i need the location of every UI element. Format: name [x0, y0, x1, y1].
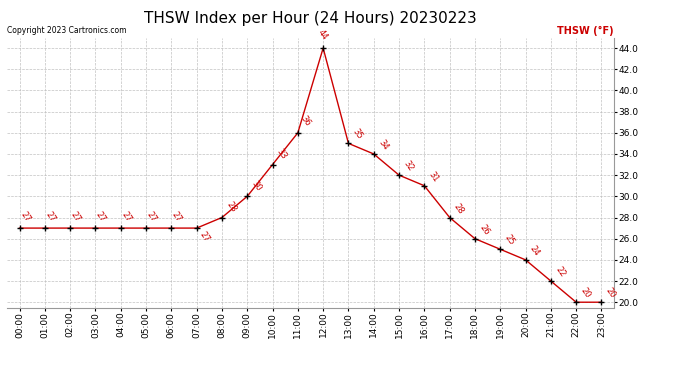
Text: 28: 28: [224, 201, 238, 214]
Text: 27: 27: [69, 210, 82, 224]
Text: 22: 22: [553, 265, 566, 279]
Text: 25: 25: [503, 233, 516, 247]
Text: THSW (°F): THSW (°F): [558, 26, 614, 36]
Text: 24: 24: [528, 244, 542, 258]
Text: 26: 26: [477, 223, 491, 237]
Text: 32: 32: [402, 159, 415, 173]
Text: 34: 34: [376, 138, 390, 152]
Text: 27: 27: [145, 210, 158, 224]
Text: Copyright 2023 Cartronics.com: Copyright 2023 Cartronics.com: [7, 26, 126, 35]
Text: 35: 35: [351, 128, 364, 141]
Text: 27: 27: [170, 210, 184, 224]
Text: 33: 33: [275, 147, 288, 161]
Text: 27: 27: [94, 210, 108, 224]
Text: 27: 27: [119, 210, 133, 224]
Text: 27: 27: [18, 210, 32, 224]
Text: 44: 44: [315, 28, 329, 42]
Text: 27: 27: [198, 230, 211, 244]
Text: 20: 20: [604, 286, 618, 300]
Text: 31: 31: [427, 170, 440, 184]
Text: 28: 28: [452, 201, 466, 215]
Text: 27: 27: [43, 210, 57, 224]
Text: 20: 20: [579, 286, 592, 300]
Text: THSW Index per Hour (24 Hours) 20230223: THSW Index per Hour (24 Hours) 20230223: [144, 11, 477, 26]
Text: 30: 30: [250, 179, 264, 193]
Text: 36: 36: [299, 114, 313, 128]
